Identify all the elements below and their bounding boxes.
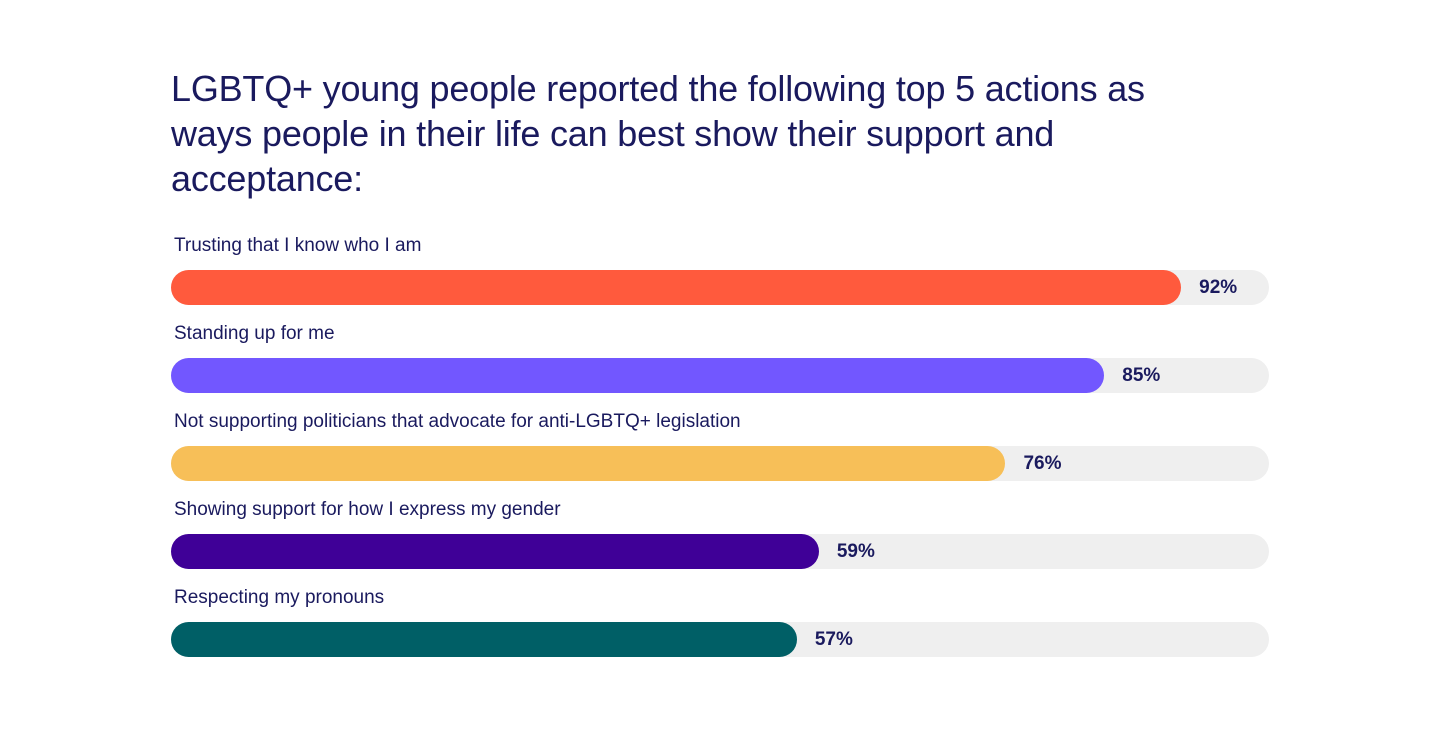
bar: [171, 622, 797, 657]
value-label: 59%: [836, 541, 875, 562]
category-label: Standing up for me: [174, 323, 335, 344]
bar-row: Trusting that I know who I am 92%: [171, 234, 1271, 322]
bar-track: 92%: [171, 270, 1269, 305]
bar: [171, 358, 1105, 393]
value-label: 92%: [1199, 277, 1238, 298]
bar: [171, 270, 1182, 305]
category-label: Trusting that I know who I am: [174, 235, 422, 256]
category-label: Respecting my pronouns: [174, 587, 385, 608]
bar: [171, 534, 819, 569]
bar-track: 57%: [171, 622, 1269, 657]
bar-chart: LGBTQ+ young people reported the followi…: [171, 66, 1271, 657]
bar-row: Standing up for me 85%: [171, 322, 1271, 410]
bar-track: 85%: [171, 358, 1269, 393]
chart-title: LGBTQ+ young people reported the followi…: [171, 68, 1145, 199]
bar-track: 76%: [171, 446, 1269, 481]
bar-row: Showing support for how I express my gen…: [171, 498, 1271, 586]
value-label: 85%: [1122, 365, 1161, 386]
bar-row: Not supporting politicians that advocate…: [171, 410, 1271, 498]
bar-rows: Trusting that I know who I am 92% Standing…: [171, 234, 1271, 674]
bar: [171, 446, 1006, 481]
bar-track: 59%: [171, 534, 1269, 569]
value-label: 57%: [814, 629, 853, 650]
value-label: 76%: [1023, 453, 1062, 474]
category-label: Showing support for how I express my gen…: [174, 499, 561, 520]
bar-row: Respecting my pronouns 57%: [171, 586, 1271, 674]
category-label: Not supporting politicians that advocate…: [174, 411, 741, 432]
